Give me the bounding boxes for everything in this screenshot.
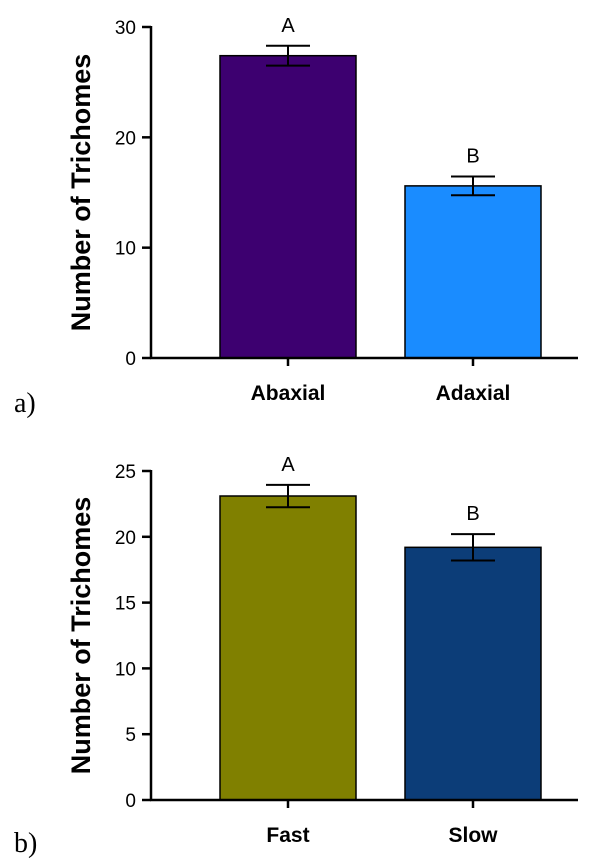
y-tick-label: 5 [125, 725, 136, 746]
y-axis-label: Number of Trichomes [66, 497, 96, 775]
significance-label: B [466, 503, 479, 525]
x-tick-label: Abaxial [251, 382, 326, 405]
panel-label: b) [14, 828, 37, 858]
y-tick-label: 10 [115, 659, 136, 680]
y-tick-label: 0 [125, 349, 136, 370]
chart-panel-b: A Fast B Slow 0 5 10 15 20 25 Number of Trichomes b… [14, 454, 578, 858]
y-tick-label: 25 [115, 462, 136, 483]
bar-adaxial [404, 185, 542, 359]
y-tick-label: 0 [125, 791, 136, 812]
chart-panel-a: A Abaxial B Adaxial 0 10 20 30 Number of Trichom… [14, 15, 578, 419]
error-bar-abaxial [266, 44, 310, 67]
error-bar-slow [451, 533, 495, 562]
y-tick-label: 15 [115, 594, 136, 615]
x-tick-label: Fast [266, 824, 309, 847]
error-bar-fast [266, 483, 310, 509]
error-bar-adaxial [451, 175, 495, 197]
x-tick-label: Adaxial [436, 382, 511, 405]
panel-label: a) [14, 388, 36, 419]
bar-slow [404, 546, 542, 801]
significance-label: A [281, 454, 295, 476]
x-tick-label: Slow [448, 824, 498, 847]
bar-abaxial [219, 54, 357, 359]
significance-label: A [281, 15, 295, 37]
y-tick-label: 20 [115, 128, 136, 149]
significance-label: B [466, 146, 479, 168]
bar-fast [219, 495, 357, 801]
y-tick-label: 20 [115, 528, 136, 549]
y-tick-label: 30 [115, 18, 136, 39]
y-tick-label: 10 [115, 239, 136, 260]
y-axis-label: Number of Trichomes [66, 54, 96, 332]
